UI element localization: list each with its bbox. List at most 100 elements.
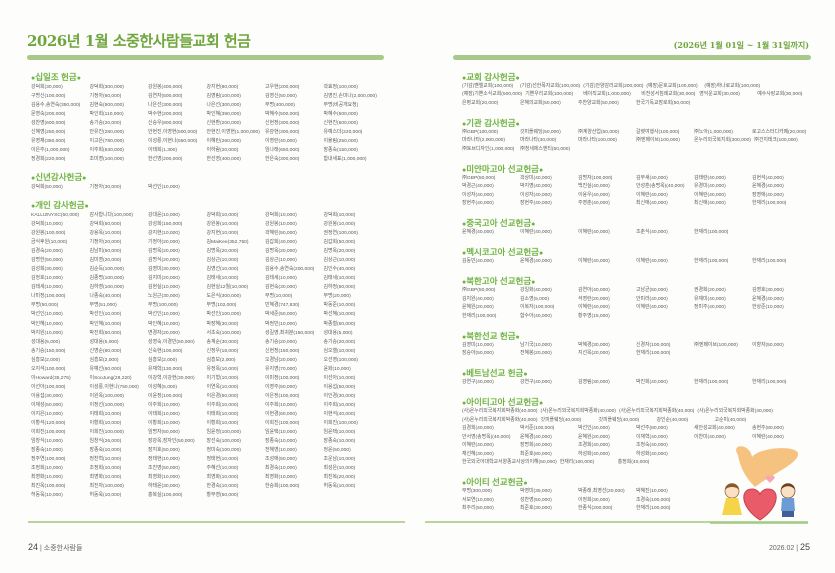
boy-shirt bbox=[781, 498, 795, 511]
donor-entry: 안미라(40,000) bbox=[636, 296, 668, 302]
donor-entry: 신경자(100,000) bbox=[636, 342, 671, 348]
donor-row: 김명한(50,000) 김미영(20,000) 김명식(20,000) 김상근(10,… bbox=[31, 256, 382, 265]
donor-entry: 오경남(20,000) bbox=[265, 357, 297, 363]
donor-row: 강덕희(30,000) 강덕희(300,000) 강원봉(400,000) 강지현(8… bbox=[31, 83, 382, 92]
donor-entry: 한승희(100,000) bbox=[265, 484, 300, 490]
donor-entry: 한상준(10,000) bbox=[752, 305, 784, 310]
donor-entry: 이혜란(40,000) bbox=[578, 305, 610, 310]
donor-entry: 곽혜린(50,000) bbox=[265, 231, 297, 237]
donor-entry: 홍정희(40,000) bbox=[617, 460, 650, 465]
donor-entry: 장현주(40,000) bbox=[462, 201, 494, 206]
donor-entry: 한재리(100,000) bbox=[752, 380, 787, 385]
donor-entry: 박선인(100,000) bbox=[206, 312, 241, 318]
donor-entry: ㈜건지테크(100,000) bbox=[753, 138, 798, 143]
left-page-number: 24 bbox=[28, 542, 39, 552]
donor-row: 안서영(송명옥)(40,000) 윤혜경(40,000) 윤혜원(20,000) 이재… bbox=[462, 434, 815, 443]
donor-entry: (예장)기쁜소식교회(500,000) bbox=[462, 92, 523, 97]
donor-entry: 마라나타(100,000) bbox=[578, 138, 617, 143]
donor-entry: 갈렛여행사(100,000) bbox=[636, 129, 680, 135]
donor-entry: 이혜란(40,000) bbox=[520, 230, 552, 235]
children-heart-illustration bbox=[710, 446, 808, 524]
donor-entry: 김명자(100,000) bbox=[578, 175, 613, 181]
donor-row: 허동욱(10,000) 허동욱(10,000) 홍복실(100,000) 황부영(50… bbox=[31, 491, 382, 500]
donor-entry: KALLIZNYSC(50,000) bbox=[31, 212, 80, 218]
donor-entry: ㈜계양산업(50,000) bbox=[578, 129, 620, 135]
footer-date: 2026.02 bbox=[769, 545, 795, 552]
donor-row: 김지원(40,000) 김소영(5,000) 석영란(20,000) 안미라(40,0… bbox=[462, 296, 815, 305]
donor-entry: 안현진,이영현(1,000,000) bbox=[206, 129, 260, 135]
donor-entry: 비전성서침례교회(30,000) bbox=[641, 92, 696, 97]
donor-entry: 최경숙(10,000) bbox=[265, 466, 297, 472]
donor-entry: 허동욱(10,000) bbox=[31, 493, 63, 499]
donor-entry: 강덕희(10,000) bbox=[265, 212, 297, 218]
donor-entry: 최영화(10,000) bbox=[148, 475, 180, 481]
donor-entry: 강덕희(10,000) bbox=[31, 222, 63, 228]
donor-entry: 신현환(200,000) bbox=[206, 120, 241, 126]
donor-entry: 고우현(200,000) bbox=[265, 84, 300, 90]
donor-entry: 곽상미(40,000) bbox=[520, 175, 552, 181]
donor-entry: 전혜영(10,000) bbox=[265, 448, 297, 454]
donor-entry: 남기국(10,000) bbox=[520, 342, 552, 348]
donor-entry: 이혜란(40,000) bbox=[636, 259, 668, 264]
offering-section: 십일조 헌금강덕희(30,000) 강덕희(300,000) 강원봉(400,000… bbox=[31, 72, 382, 164]
donor-entry: 박혜수(500,000) bbox=[323, 111, 358, 117]
donor-entry: 임창식(10,000) bbox=[31, 439, 63, 445]
donor-entry: (예장)문호교회(100,000) bbox=[646, 83, 698, 89]
donor-entry: 박선인(10,000) bbox=[89, 312, 122, 318]
donor-entry: 이황희(10,000) bbox=[206, 421, 239, 427]
donor-row: 채선혜(30,000) 최준호(80,000) 하성화(40,000) 하성화(40,… bbox=[462, 451, 815, 460]
donor-entry: 예수사랑교회(30,000) bbox=[757, 92, 803, 97]
offering-section: 북한선교 헌금김영미(10,000) 남기국(10,000) 박혜경(30,000)… bbox=[462, 331, 815, 359]
donor-entry: (예장)하나로교회(100,000) bbox=[704, 83, 761, 89]
section-title: 개인 감사헌금 bbox=[31, 200, 382, 211]
donor-row: 서보연(10,000) 성찬영(50,000) 이정희(30,000) 조경숙(100… bbox=[462, 497, 815, 506]
donor-entry: 한국외국어대학교서양종교사상의이해(50,000) bbox=[462, 460, 557, 465]
donor-entry: 이용섭(50,000) bbox=[323, 384, 356, 390]
donor-entry: 강원봉(400,000) bbox=[148, 84, 183, 90]
donor-entry: 함수아(40,000) bbox=[520, 313, 552, 319]
donor-row: (예장)기쁜소식교회(500,000) 기쁜우리교회(100,000) 베이직교회(… bbox=[462, 91, 815, 100]
donor-row: ㈜GBP(50,000) 강일화(40,000) 김연아(40,000) 고남균(50… bbox=[462, 287, 815, 296]
donor-row: (사)온누리외국복지회박종화(40,000) (사)온누리외국복지회박종화(40,… bbox=[462, 408, 815, 417]
donor-entry: 김영호(30,000) bbox=[752, 288, 784, 293]
donor-entry: 강지현(80,000) bbox=[206, 84, 239, 90]
left-footer: 24 | 소중한사람들 bbox=[28, 542, 82, 553]
donor-entry: 감사합니다(100,000) bbox=[89, 212, 133, 218]
donor-entry: 윤혜경(40,000) bbox=[752, 184, 784, 189]
donor-entry: 성대용(5,000) bbox=[323, 330, 353, 336]
donor-entry: 강성희(150,000) bbox=[148, 222, 183, 228]
donor-row: 박선인(10,000) 박선인(10,000) 박선인(10,000) 박선인(100… bbox=[31, 310, 382, 319]
donor-row: ㈜토브디자인(1,000,000) ㈜청세에스엔티(50,000) bbox=[462, 146, 815, 155]
small-heart-icon bbox=[765, 475, 775, 483]
donor-row: (기감)벧엘교회(100,000) (기감)선한목자교회(100,000) (기감)… bbox=[462, 83, 815, 92]
donor-entry: 김부새(40,000) bbox=[636, 175, 668, 181]
donor-row: 강연구(40,000) 강연구(40,000) 김영림(30,000) 박진희(40,… bbox=[462, 379, 815, 388]
donor-entry: 김명한(50,000) bbox=[31, 258, 63, 264]
donor-row: 무명(50,000) 무명(51,000) 무명(100,000) 무명(102,00… bbox=[31, 301, 382, 310]
donor-entry: 이혜란(40,000) bbox=[636, 192, 668, 198]
section-title: 십일조 헌금 bbox=[31, 72, 382, 83]
donor-entry: 이혜란(40,000) bbox=[636, 305, 668, 310]
donor-entry: 김정호(10,000) bbox=[31, 276, 63, 282]
donor-row: 한국외국어대학교서양종교사상의이해(50,000) 한재리(100,000) 홍정희… bbox=[462, 459, 815, 468]
donor-entry: 은혜의교회(50,000) bbox=[520, 100, 561, 106]
donor-entry: 성영숙,이경민(50,000) bbox=[148, 339, 195, 345]
donor-entry: 심흥보(2,000) bbox=[89, 357, 119, 363]
donor-entry: 조정숙(40,000) bbox=[636, 443, 668, 448]
donor-entry: 안유진(280,000) bbox=[89, 129, 124, 135]
donor-entry: 성찬영(50,000) bbox=[520, 497, 552, 503]
donor-entry: 김상근(10,000) bbox=[323, 258, 356, 264]
donor-entry: 심흥보(2,000) bbox=[31, 357, 60, 363]
donor-entry: (사)온누리외국복지회박종화(40,000) bbox=[618, 409, 695, 414]
donor-entry: 김명옥(20,000) bbox=[265, 249, 297, 255]
donor-entry: 무명(51,000) bbox=[89, 303, 117, 309]
donor-entry: 김명옥(20,000) bbox=[206, 249, 239, 255]
donor-entry: 박인희(110,000) bbox=[89, 111, 124, 117]
donor-entry: 강원봉(10,000) bbox=[323, 222, 356, 228]
donor-entry: 무명(400,000) bbox=[265, 102, 295, 108]
donor-row: 최주리(50,000) 최준호(30,000) 한종식(200,000) 한재리(10… bbox=[462, 505, 815, 514]
donor-entry: 이찬미(40,000) bbox=[694, 434, 726, 440]
donor-entry: 강일화(40,000) bbox=[520, 288, 552, 293]
section-title: 북한고아 선교헌금 bbox=[462, 276, 815, 287]
donor-entry: ㈜엔페이브(100,000) bbox=[694, 342, 738, 348]
